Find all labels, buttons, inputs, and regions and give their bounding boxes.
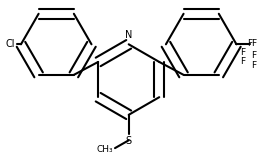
- Text: F: F: [251, 51, 256, 60]
- Text: F: F: [251, 39, 256, 48]
- Text: Cl: Cl: [6, 39, 15, 49]
- Text: F: F: [247, 39, 252, 48]
- Text: F: F: [251, 61, 256, 70]
- Text: CH₃: CH₃: [96, 145, 113, 154]
- Text: F: F: [240, 48, 245, 57]
- Text: F: F: [240, 57, 245, 66]
- Text: N: N: [125, 30, 132, 40]
- Text: S: S: [126, 136, 132, 146]
